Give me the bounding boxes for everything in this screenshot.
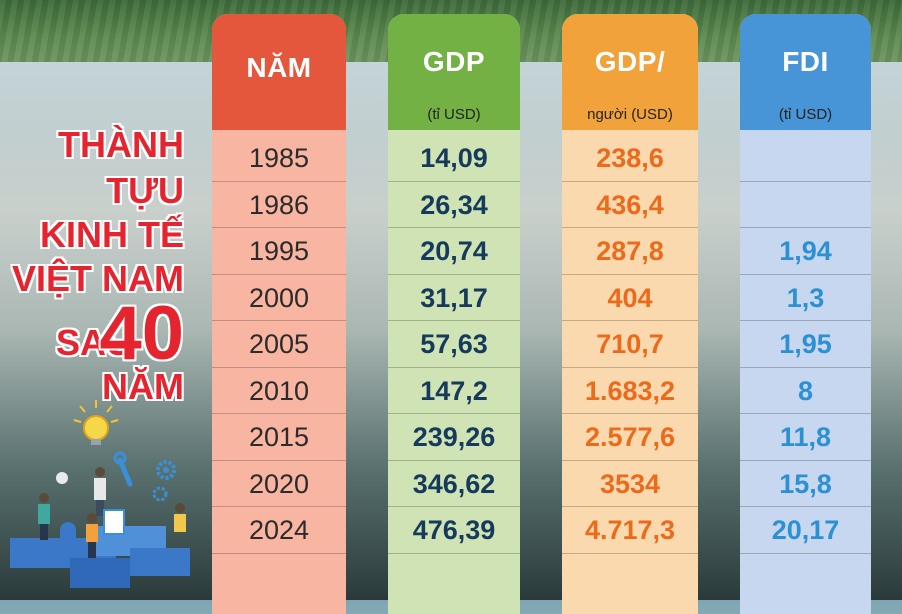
- header-gdp-per-capita-unit: người (USD): [587, 106, 673, 123]
- title-line-7: NĂM: [102, 366, 184, 407]
- puzzle-icon: [10, 522, 190, 588]
- column-fdi: FDI (tỉ USD): [740, 14, 871, 614]
- title-line-1: THÀNH: [58, 124, 184, 165]
- wrench-icon: [113, 451, 133, 487]
- person-icon: [38, 467, 186, 558]
- title-line-3: KINH TẾ: [40, 214, 184, 255]
- header-fdi-title: FDI: [782, 46, 829, 77]
- column-gdp: GDP (tỉ USD): [388, 14, 520, 614]
- title-line-5: SAU: [55, 322, 132, 363]
- header-gdp-unit: (tỉ USD): [427, 106, 481, 123]
- header-year-title: NĂM: [246, 52, 312, 83]
- header-gdp: GDP (tỉ USD): [388, 14, 520, 130]
- title-line-2: TỰU: [106, 170, 184, 211]
- lightbulb-icon: [73, 400, 119, 445]
- header-gdp-per-capita: GDP/ người (USD): [562, 14, 698, 130]
- header-fdi: FDI (tỉ USD): [740, 14, 871, 130]
- header-gdp-title: GDP: [422, 46, 486, 77]
- column-year: NĂM: [212, 14, 346, 614]
- header-fdi-unit: (tỉ USD): [778, 106, 833, 123]
- header-year: NĂM: [212, 14, 346, 130]
- title-number: 40: [99, 291, 184, 376]
- teamwork-illustration: [10, 400, 190, 588]
- header-gdp-per-capita-title: GDP/: [594, 46, 666, 77]
- column-gdp-per-capita: GDP/ người (USD): [562, 14, 698, 614]
- title-line-4: VIỆT NAM: [11, 258, 184, 299]
- gear-icon: [152, 460, 176, 502]
